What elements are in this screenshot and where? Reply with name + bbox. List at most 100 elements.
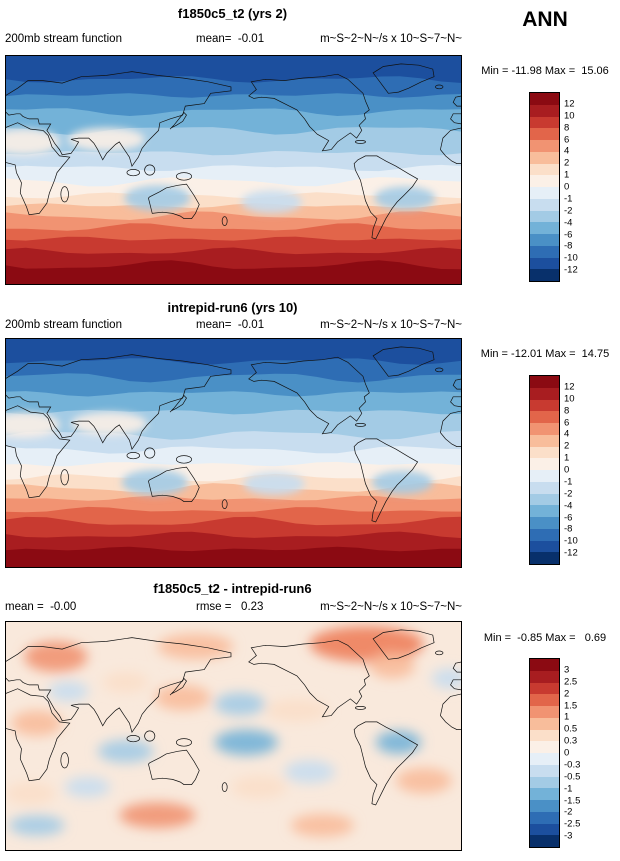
panel-case-colorbar: 12 10 8 6 4 2 1 0 -1 -2 -4 -6 -8 -10 -12: [529, 92, 609, 282]
colorbar-tick-label: -6: [564, 228, 573, 240]
panel-control-subrow: 200mb stream function mean= -0.01 m~S~2~…: [0, 319, 462, 334]
colorbar-tick-label: -8: [564, 523, 573, 535]
colorbar-tick-label: -3: [564, 830, 573, 842]
season-label: ANN: [522, 8, 568, 31]
colorbar-cell: [530, 741, 559, 753]
colorbar-tick-label: 1.5: [564, 699, 578, 711]
colorbar-tick-label: 2.5: [564, 676, 578, 687]
panel-difference-rmse-label: rmse = 0.23: [196, 601, 264, 613]
panel-case-units-label: m~S~2~N~/s x 10~S~7~N~: [320, 33, 462, 45]
panel-control-variable-label: 200mb stream function: [5, 319, 122, 331]
panel-control-units-label: m~S~2~N~/s x 10~S~7~N~: [320, 319, 462, 331]
panel-case-mean-label: mean= -0.01: [196, 33, 265, 45]
colorbar: [529, 375, 560, 565]
colorbar-cell: [530, 163, 559, 176]
colorbar-cell: [530, 104, 559, 117]
colorbar-tick-label: 6: [564, 133, 570, 145]
map-control: [5, 338, 462, 568]
colorbar-cell: [530, 387, 559, 400]
colorbar-tick-label: -1: [564, 476, 573, 488]
colorbar-cell: [530, 93, 559, 105]
colorbar-cell: [530, 234, 559, 246]
colorbar-tick-label: -10: [564, 535, 578, 547]
map-case: [5, 55, 462, 285]
colorbar-labels: 3 2.5 2 1.5 1 0.5 0.3 0 -0.3 -0.5 -1 -1.5 -2 -2.5 -3: [564, 658, 606, 848]
colorbar-cell: [530, 399, 559, 412]
colorbar-cell: [530, 493, 559, 506]
colorbar-cell: [530, 423, 559, 435]
colorbar-tick-label: -2: [564, 806, 573, 818]
colorbar-cell: [530, 706, 559, 718]
panel-control-minmax: Min = -12.01 Max = 14.75: [480, 348, 610, 360]
colorbar-tick-label: -4: [564, 216, 573, 228]
colorbar-tick-label: -1.5: [564, 794, 581, 806]
colorbar-tick-label: 10: [564, 110, 575, 121]
colorbar-tick-label: 8: [564, 121, 570, 133]
colorbar-tick-label: 0: [564, 181, 570, 193]
colorbar-cell: [530, 434, 559, 447]
colorbar-tick-label: 1: [564, 452, 570, 464]
colorbar-cell: [530, 376, 559, 388]
colorbar-tick-label: -12: [564, 264, 578, 276]
colorbar-cell: [530, 411, 559, 423]
colorbar-tick-label: -2: [564, 488, 573, 499]
colorbar-cell: [530, 175, 559, 187]
colorbar-cell: [530, 446, 559, 459]
colorbar-cell: [530, 659, 559, 671]
panel-case-title: f1850c5_t2 (yrs 2): [177, 6, 288, 21]
colorbar-tick-label: -10: [564, 252, 578, 264]
panel-control-mean-label: mean= -0.01: [196, 319, 265, 331]
colorbar-tick-label: 1: [564, 711, 570, 723]
panel-difference-colorbar: 3 2.5 2 1.5 1 0.5 0.3 0 -0.3 -0.5 -1 -1.5 -2 -2.5 -3: [529, 658, 609, 848]
colorbar-tick-label: -1: [564, 782, 573, 794]
colorbar-cell: [530, 151, 559, 164]
colorbar-tick-label: 2: [564, 440, 570, 452]
panel-difference-mean-label: mean = -0.00: [5, 601, 77, 613]
colorbar: [529, 92, 560, 282]
panel-case-variable-label: 200mb stream function: [5, 33, 122, 45]
colorbar-cell: [530, 470, 559, 482]
colorbar-cell: [530, 764, 559, 777]
colorbar-tick-label: 1: [564, 169, 570, 181]
colorbar-cell: [530, 458, 559, 470]
colorbar-tick-label: 0.5: [564, 723, 578, 735]
colorbar-tick-label: -6: [564, 511, 573, 523]
colorbar: [529, 658, 560, 848]
colorbar-cell: [530, 517, 559, 529]
panel-difference-subrow: mean = -0.00 rmse = 0.23 m~S~2~N~/s x 10…: [0, 601, 462, 616]
colorbar-tick-label: -2.5: [564, 818, 581, 830]
colorbar-tick-label: 4: [564, 428, 570, 440]
colorbar-cell: [530, 823, 559, 836]
colorbar-tick-label: 12: [564, 381, 575, 393]
colorbar-cell: [530, 187, 559, 199]
colorbar-tick-label: 0: [564, 747, 570, 759]
colorbar-cell: [530, 552, 559, 564]
panel-case-subrow: 200mb stream function mean= -0.01 m~S~2~…: [0, 33, 462, 48]
colorbar-cell: [530, 670, 559, 683]
colorbar-cell: [530, 729, 559, 742]
colorbar-cell: [530, 505, 559, 517]
colorbar-tick-label: 0.3: [564, 735, 578, 747]
colorbar-labels: 12 10 8 6 4 2 1 0 -1 -2 -4 -6 -8 -10 -12: [564, 375, 606, 565]
colorbar-cell: [530, 800, 559, 812]
colorbar-tick-label: -2: [564, 205, 573, 216]
colorbar-cell: [530, 481, 559, 494]
colorbar-cell: [530, 198, 559, 211]
panel-difference-title: f1850c5_t2 - intrepid-run6: [153, 581, 312, 596]
colorbar-tick-label: -1: [564, 193, 573, 205]
panel-case-minmax: Min = -11.98 Max = 15.06: [481, 65, 609, 77]
colorbar-cell: [530, 222, 559, 234]
colorbar-cell: [530, 717, 559, 730]
colorbar-cell: [530, 210, 559, 223]
colorbar-cell: [530, 776, 559, 789]
colorbar-cell: [530, 128, 559, 140]
colorbar-tick-label: -0.5: [564, 771, 581, 782]
colorbar-tick-label: -0.3: [564, 759, 581, 771]
panel-control-title: intrepid-run6 (yrs 10): [167, 300, 298, 315]
colorbar-tick-label: 10: [564, 393, 575, 404]
colorbar-tick-label: -12: [564, 547, 578, 559]
colorbar-tick-label: -8: [564, 240, 573, 252]
colorbar-cell: [530, 269, 559, 281]
panel-control-colorbar: 12 10 8 6 4 2 1 0 -1 -2 -4 -6 -8 -10 -12: [529, 375, 609, 565]
